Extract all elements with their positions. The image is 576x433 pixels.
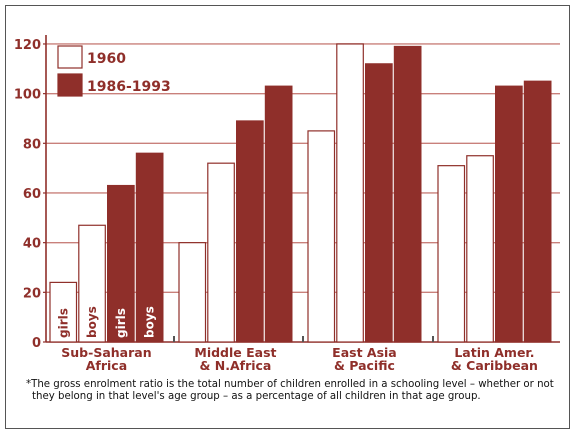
bar-boys-19861993-0 bbox=[135, 152, 164, 343]
x-category-label: Sub-Saharan bbox=[61, 345, 151, 360]
y-tick-label: 0 bbox=[32, 336, 41, 351]
x-category-label: Africa bbox=[86, 358, 127, 373]
footnote: *The gross enrolment ratio is the total … bbox=[26, 379, 554, 402]
figure-panel: 0 20 40 60 80 100 120 girls boys girls boys Sub-Sah… bbox=[5, 5, 570, 429]
legend-label: 1960 bbox=[87, 51, 126, 67]
bar-label-girls: girls bbox=[114, 308, 128, 338]
x-category-label: Latin Amer. bbox=[454, 345, 534, 360]
y-tick-label: 120 bbox=[14, 38, 41, 53]
bar-label-boys: boys bbox=[143, 306, 157, 338]
x-category-label: & N.Africa bbox=[200, 358, 272, 373]
x-category-label: East Asia bbox=[332, 345, 397, 360]
x-category-label: & Pacific bbox=[334, 358, 395, 373]
y-tick-label: 60 bbox=[23, 187, 41, 202]
bar-boys-1960-3 bbox=[466, 155, 494, 343]
bar-girls-1960-2 bbox=[307, 130, 336, 343]
x-category-label: Middle East bbox=[194, 345, 276, 360]
bar-boys-19861993-3 bbox=[523, 80, 552, 343]
bar-girls-19861993-2 bbox=[365, 63, 393, 343]
bar-boys-1960-1 bbox=[207, 162, 235, 343]
bar-label-girls: girls bbox=[56, 308, 70, 338]
bar-boys-1960-2 bbox=[336, 43, 364, 343]
bar-chart: 0 20 40 60 80 100 120 girls boys girls boys Sub-Sah… bbox=[14, 35, 560, 373]
x-category-label: & Caribbean bbox=[451, 358, 538, 373]
y-tick-label: 100 bbox=[14, 88, 41, 103]
bar-boys-1960-0 bbox=[78, 224, 106, 343]
legend-label: 1986-1993 bbox=[87, 79, 171, 95]
bar-girls-19861993-3 bbox=[495, 85, 523, 343]
legend-swatch-0 bbox=[57, 45, 83, 69]
bar-boys-19861993-2 bbox=[393, 45, 422, 343]
bar-girls-1960-3 bbox=[437, 165, 466, 343]
y-tick-label: 80 bbox=[23, 137, 41, 152]
bar-boys-19861993-1 bbox=[264, 85, 293, 343]
y-tick-label: 40 bbox=[23, 237, 41, 252]
bar-girls-19861993-0 bbox=[106, 184, 135, 343]
y-tick-label: 20 bbox=[23, 286, 41, 301]
bar-girls-1960-0 bbox=[49, 281, 78, 343]
legend-swatch-1 bbox=[57, 73, 83, 97]
bar-label-boys: boys bbox=[85, 306, 99, 338]
bar-girls-1960-1 bbox=[178, 242, 207, 343]
bar-girls-19861993-1 bbox=[236, 120, 264, 343]
